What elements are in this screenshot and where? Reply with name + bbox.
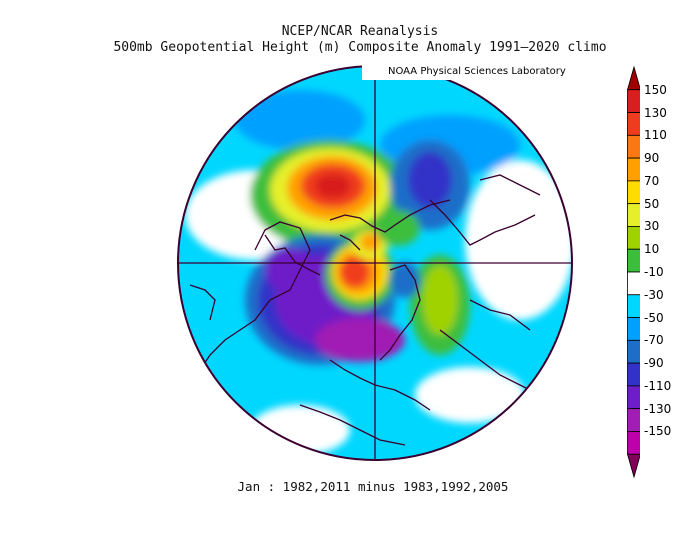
colorbar-tick-label: -130: [644, 401, 672, 416]
colorbar-segment: [627, 134, 640, 159]
colorbar-segment: [627, 294, 640, 318]
composite-footer: Jan : 1982,2011 minus 1983,1992,2005: [237, 479, 509, 494]
colorbar-tick-label: -150: [644, 424, 672, 439]
colorbar-tick-label: -110: [644, 378, 672, 393]
colorbar-segment: [627, 203, 640, 227]
colorbar-tick-label: -90: [644, 356, 664, 371]
colorbar-segment: [627, 317, 640, 341]
colorbar-segment: [627, 112, 640, 136]
title-line-2: 500mb Geopotential Height (m) Composite …: [113, 40, 607, 55]
colorbar-segment: [627, 408, 640, 432]
colorbar-tick-label: 110: [644, 128, 667, 143]
colorbar-tick-label: -10: [644, 265, 664, 279]
colorbar-tick-label: 90: [644, 151, 660, 166]
colorbar-tick-label: -50: [644, 310, 664, 325]
colorbar-segment: [627, 248, 640, 273]
colorbar-tick-label: 10: [644, 242, 660, 257]
colorbar-tick-label: 50: [644, 196, 660, 211]
colorbar-segment: [627, 89, 640, 113]
colorbar-tick-label: -70: [644, 333, 664, 348]
colorbar-segment: [627, 226, 640, 250]
title-line-1: NCEP/NCAR Reanalysis: [281, 24, 439, 39]
colorbar-tick-label: 150: [644, 82, 667, 97]
colorbar-segment: [626, 65, 640, 91]
colorbar-segment: [627, 271, 640, 296]
colorbar-tick-label: -30: [644, 287, 664, 302]
colorbar-tick-label: 130: [644, 105, 667, 120]
colorbar-segment: [627, 431, 640, 455]
colorbar-tick-label: 30: [644, 219, 660, 234]
colorbar: [626, 65, 640, 479]
colorbar-segment: [626, 453, 640, 479]
colorbar-tick-label: 70: [644, 173, 660, 188]
credit-label: NOAA Physical Sciences Laboratory: [362, 64, 570, 80]
colorbar-segment: [627, 157, 640, 182]
colorbar-segment: [627, 180, 640, 205]
colorbar-segment: [627, 385, 640, 410]
colorbar-segment: [627, 362, 640, 387]
colorbar-segment: [627, 339, 640, 364]
